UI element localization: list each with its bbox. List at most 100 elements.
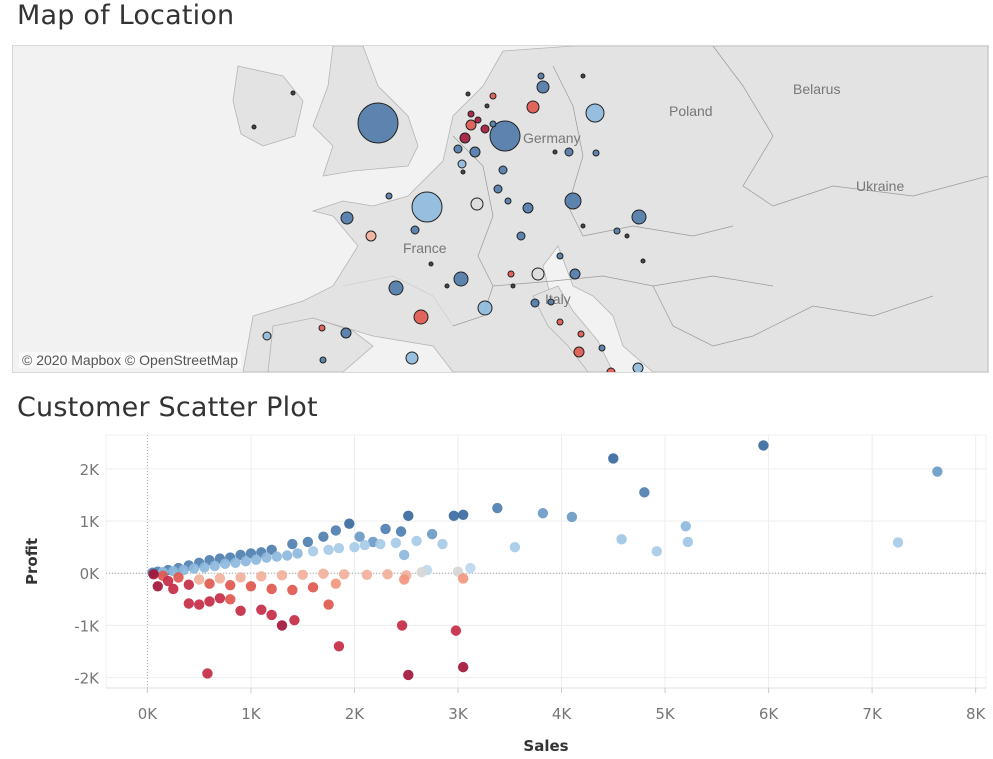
- map-marker[interactable]: [453, 144, 463, 154]
- scatter-point[interactable]: [375, 538, 386, 550]
- map-marker[interactable]: [624, 233, 630, 239]
- map-marker[interactable]: [465, 91, 471, 97]
- map-marker[interactable]: [484, 103, 490, 109]
- scatter-point[interactable]: [318, 568, 329, 579]
- scatter-point[interactable]: [566, 511, 578, 523]
- map-marker[interactable]: [465, 119, 477, 131]
- scatter-chart[interactable]: 0K 1K 2K 3K 4K 5K 6K 7K 8K 2K 1K 0K -1K -2K Profit Sa…: [0, 430, 993, 759]
- map-marker[interactable]: [516, 231, 526, 241]
- map-marker[interactable]: [474, 116, 482, 124]
- scatter-point[interactable]: [639, 487, 650, 498]
- point-layer[interactable]: [147, 440, 943, 681]
- map-marker[interactable]: [530, 298, 540, 308]
- map-panel[interactable]: Poland Belarus Germany Ukraine France It…: [12, 45, 989, 373]
- scatter-point[interactable]: [330, 578, 342, 589]
- map-marker[interactable]: [457, 159, 467, 169]
- scatter-point[interactable]: [302, 536, 314, 548]
- scatter-point[interactable]: [333, 542, 345, 554]
- map-marker[interactable]: [480, 124, 490, 134]
- scatter-point[interactable]: [193, 599, 205, 610]
- map-marker[interactable]: [444, 283, 450, 289]
- map-marker[interactable]: [385, 192, 393, 200]
- map-marker[interactable]: [556, 318, 564, 326]
- map-marker[interactable]: [262, 331, 272, 341]
- map-markers[interactable]: [251, 72, 647, 372]
- scatter-point[interactable]: [193, 574, 205, 585]
- scatter-point[interactable]: [225, 594, 236, 605]
- scatter-point[interactable]: [333, 641, 345, 652]
- map-marker[interactable]: [340, 211, 354, 225]
- map-marker[interactable]: [556, 252, 564, 260]
- map-marker[interactable]: [428, 261, 434, 267]
- scatter-point[interactable]: [616, 534, 627, 545]
- scatter-point[interactable]: [188, 563, 200, 574]
- scatter-point[interactable]: [318, 531, 329, 542]
- scatter-point[interactable]: [225, 580, 236, 591]
- map-marker[interactable]: [552, 149, 558, 155]
- scatter-point[interactable]: [932, 466, 943, 477]
- scatter-point[interactable]: [183, 579, 195, 590]
- scatter-point[interactable]: [256, 571, 267, 582]
- scatter-point[interactable]: [173, 572, 184, 583]
- scatter-point[interactable]: [245, 581, 257, 592]
- map-marker[interactable]: [319, 356, 327, 364]
- scatter-point[interactable]: [380, 523, 391, 535]
- scatter-point[interactable]: [323, 544, 334, 555]
- map-marker[interactable]: [564, 147, 574, 157]
- scatter-point[interactable]: [281, 550, 293, 561]
- scatter-point[interactable]: [307, 546, 319, 557]
- scatter-point[interactable]: [183, 598, 195, 609]
- scatter-point[interactable]: [411, 535, 422, 547]
- scatter-point[interactable]: [509, 541, 521, 553]
- scatter-point[interactable]: [457, 661, 469, 673]
- map-marker[interactable]: [631, 209, 647, 225]
- map-marker[interactable]: [489, 92, 497, 100]
- map-marker[interactable]: [580, 223, 586, 229]
- map-marker[interactable]: [357, 102, 399, 144]
- scatter-point[interactable]: [214, 593, 226, 604]
- scatter-point[interactable]: [450, 625, 462, 636]
- scatter-point[interactable]: [235, 605, 246, 616]
- map-marker[interactable]: [569, 268, 581, 280]
- scatter-point[interactable]: [457, 509, 469, 521]
- scatter-point[interactable]: [398, 549, 410, 561]
- map-marker[interactable]: [564, 192, 582, 210]
- map-marker[interactable]: [290, 90, 296, 96]
- map-marker[interactable]: [467, 110, 475, 118]
- map-marker[interactable]: [469, 146, 481, 158]
- scatter-point[interactable]: [758, 440, 769, 451]
- scatter-point[interactable]: [537, 508, 549, 519]
- scatter-point[interactable]: [338, 569, 350, 580]
- map-marker[interactable]: [547, 298, 555, 306]
- scatter-point[interactable]: [361, 569, 373, 581]
- map-credit[interactable]: © 2020 Mapbox © OpenStreetMap: [19, 352, 241, 368]
- scatter-point[interactable]: [680, 521, 691, 532]
- map-marker[interactable]: [498, 165, 508, 175]
- map-marker[interactable]: [453, 271, 469, 287]
- map-marker[interactable]: [632, 362, 644, 372]
- map-marker[interactable]: [251, 124, 257, 130]
- map-marker[interactable]: [388, 280, 404, 296]
- scatter-point[interactable]: [292, 548, 303, 559]
- scatter-point[interactable]: [608, 453, 619, 464]
- scatter-point[interactable]: [152, 581, 163, 592]
- scatter-point[interactable]: [297, 569, 308, 581]
- map-marker[interactable]: [504, 197, 512, 205]
- scatter-point[interactable]: [250, 554, 262, 565]
- scatter-point[interactable]: [457, 573, 469, 584]
- scatter-point[interactable]: [382, 569, 393, 580]
- map-marker[interactable]: [510, 283, 516, 289]
- scatter-point[interactable]: [230, 557, 241, 569]
- scatter-point[interactable]: [209, 560, 220, 572]
- scatter-point[interactable]: [202, 668, 213, 679]
- scatter-point[interactable]: [492, 502, 503, 514]
- scatter-point[interactable]: [359, 539, 371, 551]
- scatter-point[interactable]: [289, 614, 300, 626]
- map-marker[interactable]: [365, 230, 377, 242]
- map-marker[interactable]: [640, 258, 646, 264]
- scatter-point[interactable]: [266, 583, 277, 595]
- scatter-point[interactable]: [204, 596, 215, 607]
- map-marker[interactable]: [526, 100, 540, 114]
- scatter-point[interactable]: [651, 546, 662, 557]
- scatter-point[interactable]: [276, 620, 288, 631]
